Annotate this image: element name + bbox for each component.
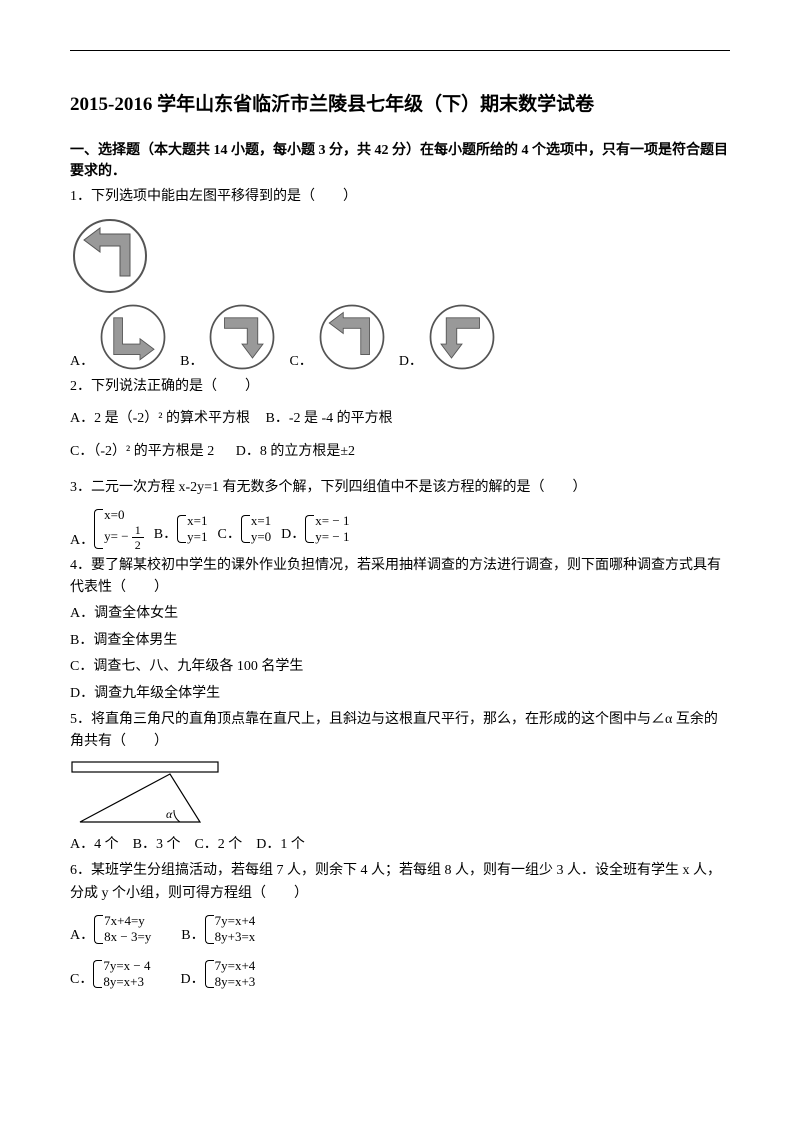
q6-d-l2: 8y=x+3 bbox=[215, 974, 256, 990]
q2-text: 2．下列说法正确的是（ ） bbox=[70, 376, 730, 398]
alpha-label: α bbox=[166, 807, 173, 821]
q5-options-line: A．4 个 B．3 个 C．2 个 D．1 个 bbox=[70, 834, 730, 856]
q1-option-c: C． bbox=[289, 302, 386, 372]
q3-label-c: C． bbox=[217, 524, 240, 545]
q6-b-l2: 8y+3=x bbox=[215, 929, 256, 945]
q6-brace-a: 7x+4=y 8x − 3=y bbox=[94, 913, 151, 946]
q6-c-l1: 7y=x − 4 bbox=[103, 958, 150, 974]
q6-a-l2: 8x − 3=y bbox=[104, 929, 151, 945]
q4-opt-c: C．调查七、八、九年级各 100 名学生 bbox=[70, 656, 730, 678]
arrow-ref-icon bbox=[70, 216, 150, 296]
q6-option-a: A． 7x+4=y 8x − 3=y bbox=[70, 913, 151, 946]
q4-opt-a: A．调查全体女生 bbox=[70, 603, 730, 625]
q1-option-d: D． bbox=[399, 302, 497, 372]
q6-a-l1: 7x+4=y bbox=[104, 913, 151, 929]
q3-d-l1: x= − 1 bbox=[315, 513, 349, 529]
q3-c-l2: y=0 bbox=[251, 529, 271, 545]
q4-opt-b: B．调查全体男生 bbox=[70, 630, 730, 652]
q3-c-l1: x=1 bbox=[251, 513, 271, 529]
q1-option-b: B． bbox=[180, 302, 277, 372]
q3-option-b: B． x=1 y=1 bbox=[154, 513, 208, 546]
q3-a-den: 2 bbox=[135, 538, 141, 551]
q1-label-c: C． bbox=[289, 351, 312, 372]
q3-brace-b: x=1 y=1 bbox=[177, 513, 207, 546]
q6-brace-c: 7y=x − 4 8y=x+3 bbox=[93, 958, 150, 991]
q3-d-l2: y= − 1 bbox=[315, 529, 349, 545]
q3-a-l1: x=0 bbox=[104, 507, 144, 523]
q1-option-a: A． bbox=[70, 302, 168, 372]
q3-brace-d: x= − 1 y= − 1 bbox=[305, 513, 349, 546]
q1-options-row: A． B． C． D． bbox=[70, 302, 730, 372]
q3-label-d: D． bbox=[281, 524, 305, 545]
q3-a-num: 1 bbox=[132, 524, 144, 538]
q6-brace-d: 7y=x+4 8y=x+3 bbox=[205, 958, 256, 991]
q6-row2: C． 7y=x − 4 8y=x+3 D． 7y=x+4 8y=x+3 bbox=[70, 958, 730, 991]
q2-opt-d: D．8 的立方根是±2 bbox=[236, 444, 355, 459]
q1-label-a: A． bbox=[70, 351, 94, 372]
arrow-a-icon bbox=[98, 302, 168, 372]
q3-brace-c: x=1 y=0 bbox=[241, 513, 271, 546]
q3-label-b: B． bbox=[154, 524, 177, 545]
q1-text: 1．下列选项中能由左图平移得到的是（ ） bbox=[70, 186, 730, 208]
q6-c-l2: 8y=x+3 bbox=[103, 974, 150, 990]
q3-a-frac: 1 2 bbox=[132, 524, 144, 551]
q6-label-a: A． bbox=[70, 925, 94, 946]
q1-reference-figure bbox=[70, 216, 730, 296]
q2-opt-a: A．2 是（-2）² 的算术平方根 bbox=[70, 411, 250, 426]
q4-text: 4．要了解某校初中学生的课外作业负担情况，若采用抽样调查的方法进行调查，则下面哪… bbox=[70, 555, 730, 600]
q4-opt-d: D．调查九年级全体学生 bbox=[70, 683, 730, 705]
q3-label-a: A． bbox=[70, 530, 94, 551]
q2-row1: A．2 是（-2）² 的算术平方根 B．-2 是 -4 的平方根 bbox=[70, 408, 730, 430]
section-1-head: 一、选择题（本大题共 14 小题，每小题 3 分，共 42 分）在每小题所给的 … bbox=[70, 140, 730, 182]
q6-label-d: D． bbox=[181, 969, 205, 990]
q3-option-c: C． x=1 y=0 bbox=[217, 513, 271, 546]
q2-opt-b: B．-2 是 -4 的平方根 bbox=[265, 411, 392, 426]
q6-b-l1: 7y=x+4 bbox=[215, 913, 256, 929]
q6-label-b: B． bbox=[181, 925, 204, 946]
arrow-c-icon bbox=[317, 302, 387, 372]
q6-brace-b: 7y=x+4 8y+3=x bbox=[205, 913, 256, 946]
q3-options-row: A． x=0 y= − 1 2 B． x=1 y=1 C． x=1 y=0 D． bbox=[70, 507, 730, 550]
q1-label-d: D． bbox=[399, 351, 423, 372]
q5-text: 5．将直角三角尺的直角顶点靠在直尺上，且斜边与这根直尺平行，那么，在形成的这个图… bbox=[70, 709, 730, 754]
arrow-d-icon bbox=[427, 302, 497, 372]
q3-a-l2-prefix: y= − bbox=[104, 528, 128, 543]
q5-figure: α bbox=[70, 760, 730, 830]
q2-row2: C．（-2）² 的平方根是 2 D．8 的立方根是±2 bbox=[70, 441, 730, 463]
q3-option-d: D． x= − 1 y= − 1 bbox=[281, 513, 349, 546]
q6-option-d: D． 7y=x+4 8y=x+3 bbox=[181, 958, 256, 991]
q3-option-a: A． x=0 y= − 1 2 bbox=[70, 507, 144, 550]
q3-a-l2: y= − 1 2 bbox=[104, 524, 144, 551]
q6-option-c: C． 7y=x − 4 8y=x+3 bbox=[70, 958, 151, 991]
q3-text: 3．二元一次方程 x-2y=1 有无数多个解，下列四组值中不是该方程的解的是（ … bbox=[70, 477, 730, 499]
triangle-ruler-icon: α bbox=[70, 760, 220, 830]
arrow-b-icon bbox=[207, 302, 277, 372]
page-title: 2015-2016 学年山东省临沂市兰陵县七年级（下）期末数学试卷 bbox=[70, 91, 730, 120]
q6-d-l1: 7y=x+4 bbox=[215, 958, 256, 974]
q6-label-c: C． bbox=[70, 969, 93, 990]
q3-b-l2: y=1 bbox=[187, 529, 207, 545]
q6-text: 6．某班学生分组搞活动，若每组 7 人，则余下 4 人；若每组 8 人，则有一组… bbox=[70, 860, 730, 905]
q6-option-b: B． 7y=x+4 8y+3=x bbox=[181, 913, 255, 946]
q3-brace-a: x=0 y= − 1 2 bbox=[94, 507, 144, 550]
q2-opt-c: C．（-2）² 的平方根是 2 bbox=[70, 444, 214, 459]
top-rule bbox=[70, 50, 730, 51]
q1-label-b: B． bbox=[180, 351, 203, 372]
q6-row1: A． 7x+4=y 8x − 3=y B． 7y=x+4 8y+3=x bbox=[70, 913, 730, 946]
q3-b-l1: x=1 bbox=[187, 513, 207, 529]
